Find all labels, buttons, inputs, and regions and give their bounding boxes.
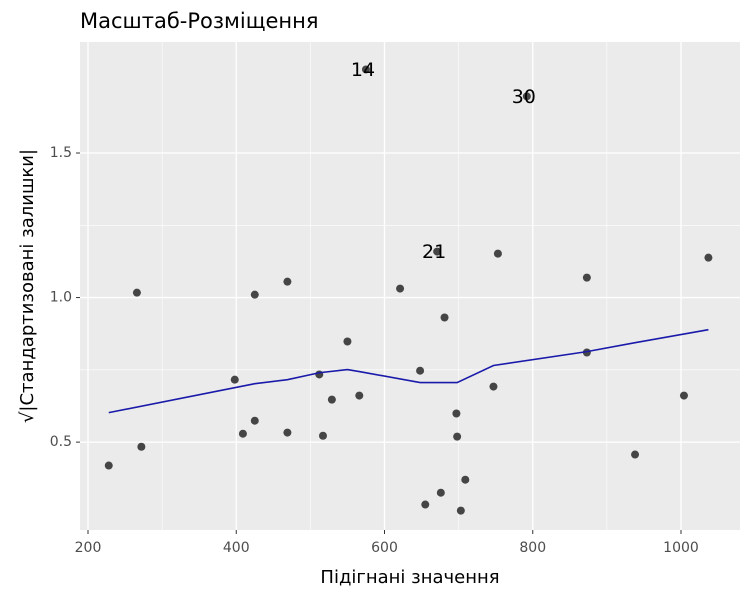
x-tick-label: 400 (223, 540, 250, 556)
point (461, 475, 470, 484)
chart-title: Масштаб-Розміщення (80, 9, 319, 33)
x-tick-label: 200 (75, 540, 102, 556)
point (631, 450, 640, 459)
point-label: 30 (512, 86, 536, 108)
x-tick-label: 800 (519, 540, 546, 556)
point-label: 14 (351, 59, 375, 81)
point (456, 506, 465, 515)
point (493, 249, 502, 258)
point (453, 432, 462, 441)
y-tick-label: 1.0 (50, 290, 72, 306)
point (137, 442, 146, 451)
x-axis-title: Підігнані значення (320, 567, 499, 588)
point (250, 290, 259, 299)
x-tick-label: 600 (371, 540, 398, 556)
point (132, 288, 141, 297)
point-label: 21 (422, 241, 446, 263)
point (318, 431, 327, 440)
point (250, 416, 259, 425)
point (343, 337, 352, 346)
point (361, 65, 370, 74)
point (489, 382, 498, 391)
point (679, 391, 688, 400)
point (355, 391, 364, 400)
point (421, 500, 430, 509)
x-tick-label: 1000 (663, 540, 699, 556)
point (283, 428, 292, 437)
point (104, 461, 113, 470)
point (452, 409, 461, 418)
point (522, 92, 531, 101)
y-axis-title: √|Стандартизовані залишки| (17, 149, 38, 423)
point (283, 277, 292, 286)
point (238, 429, 247, 438)
smooth-line (108, 328, 709, 414)
point (327, 395, 336, 404)
y-tick-label: 1.5 (50, 145, 72, 161)
point (433, 247, 442, 256)
point (230, 375, 239, 384)
y-tick-label: 0.5 (50, 434, 72, 450)
point (582, 273, 591, 282)
point (436, 488, 445, 497)
point (440, 313, 449, 322)
point (396, 284, 405, 293)
point (704, 253, 713, 262)
panel (80, 42, 740, 530)
point (416, 366, 425, 375)
